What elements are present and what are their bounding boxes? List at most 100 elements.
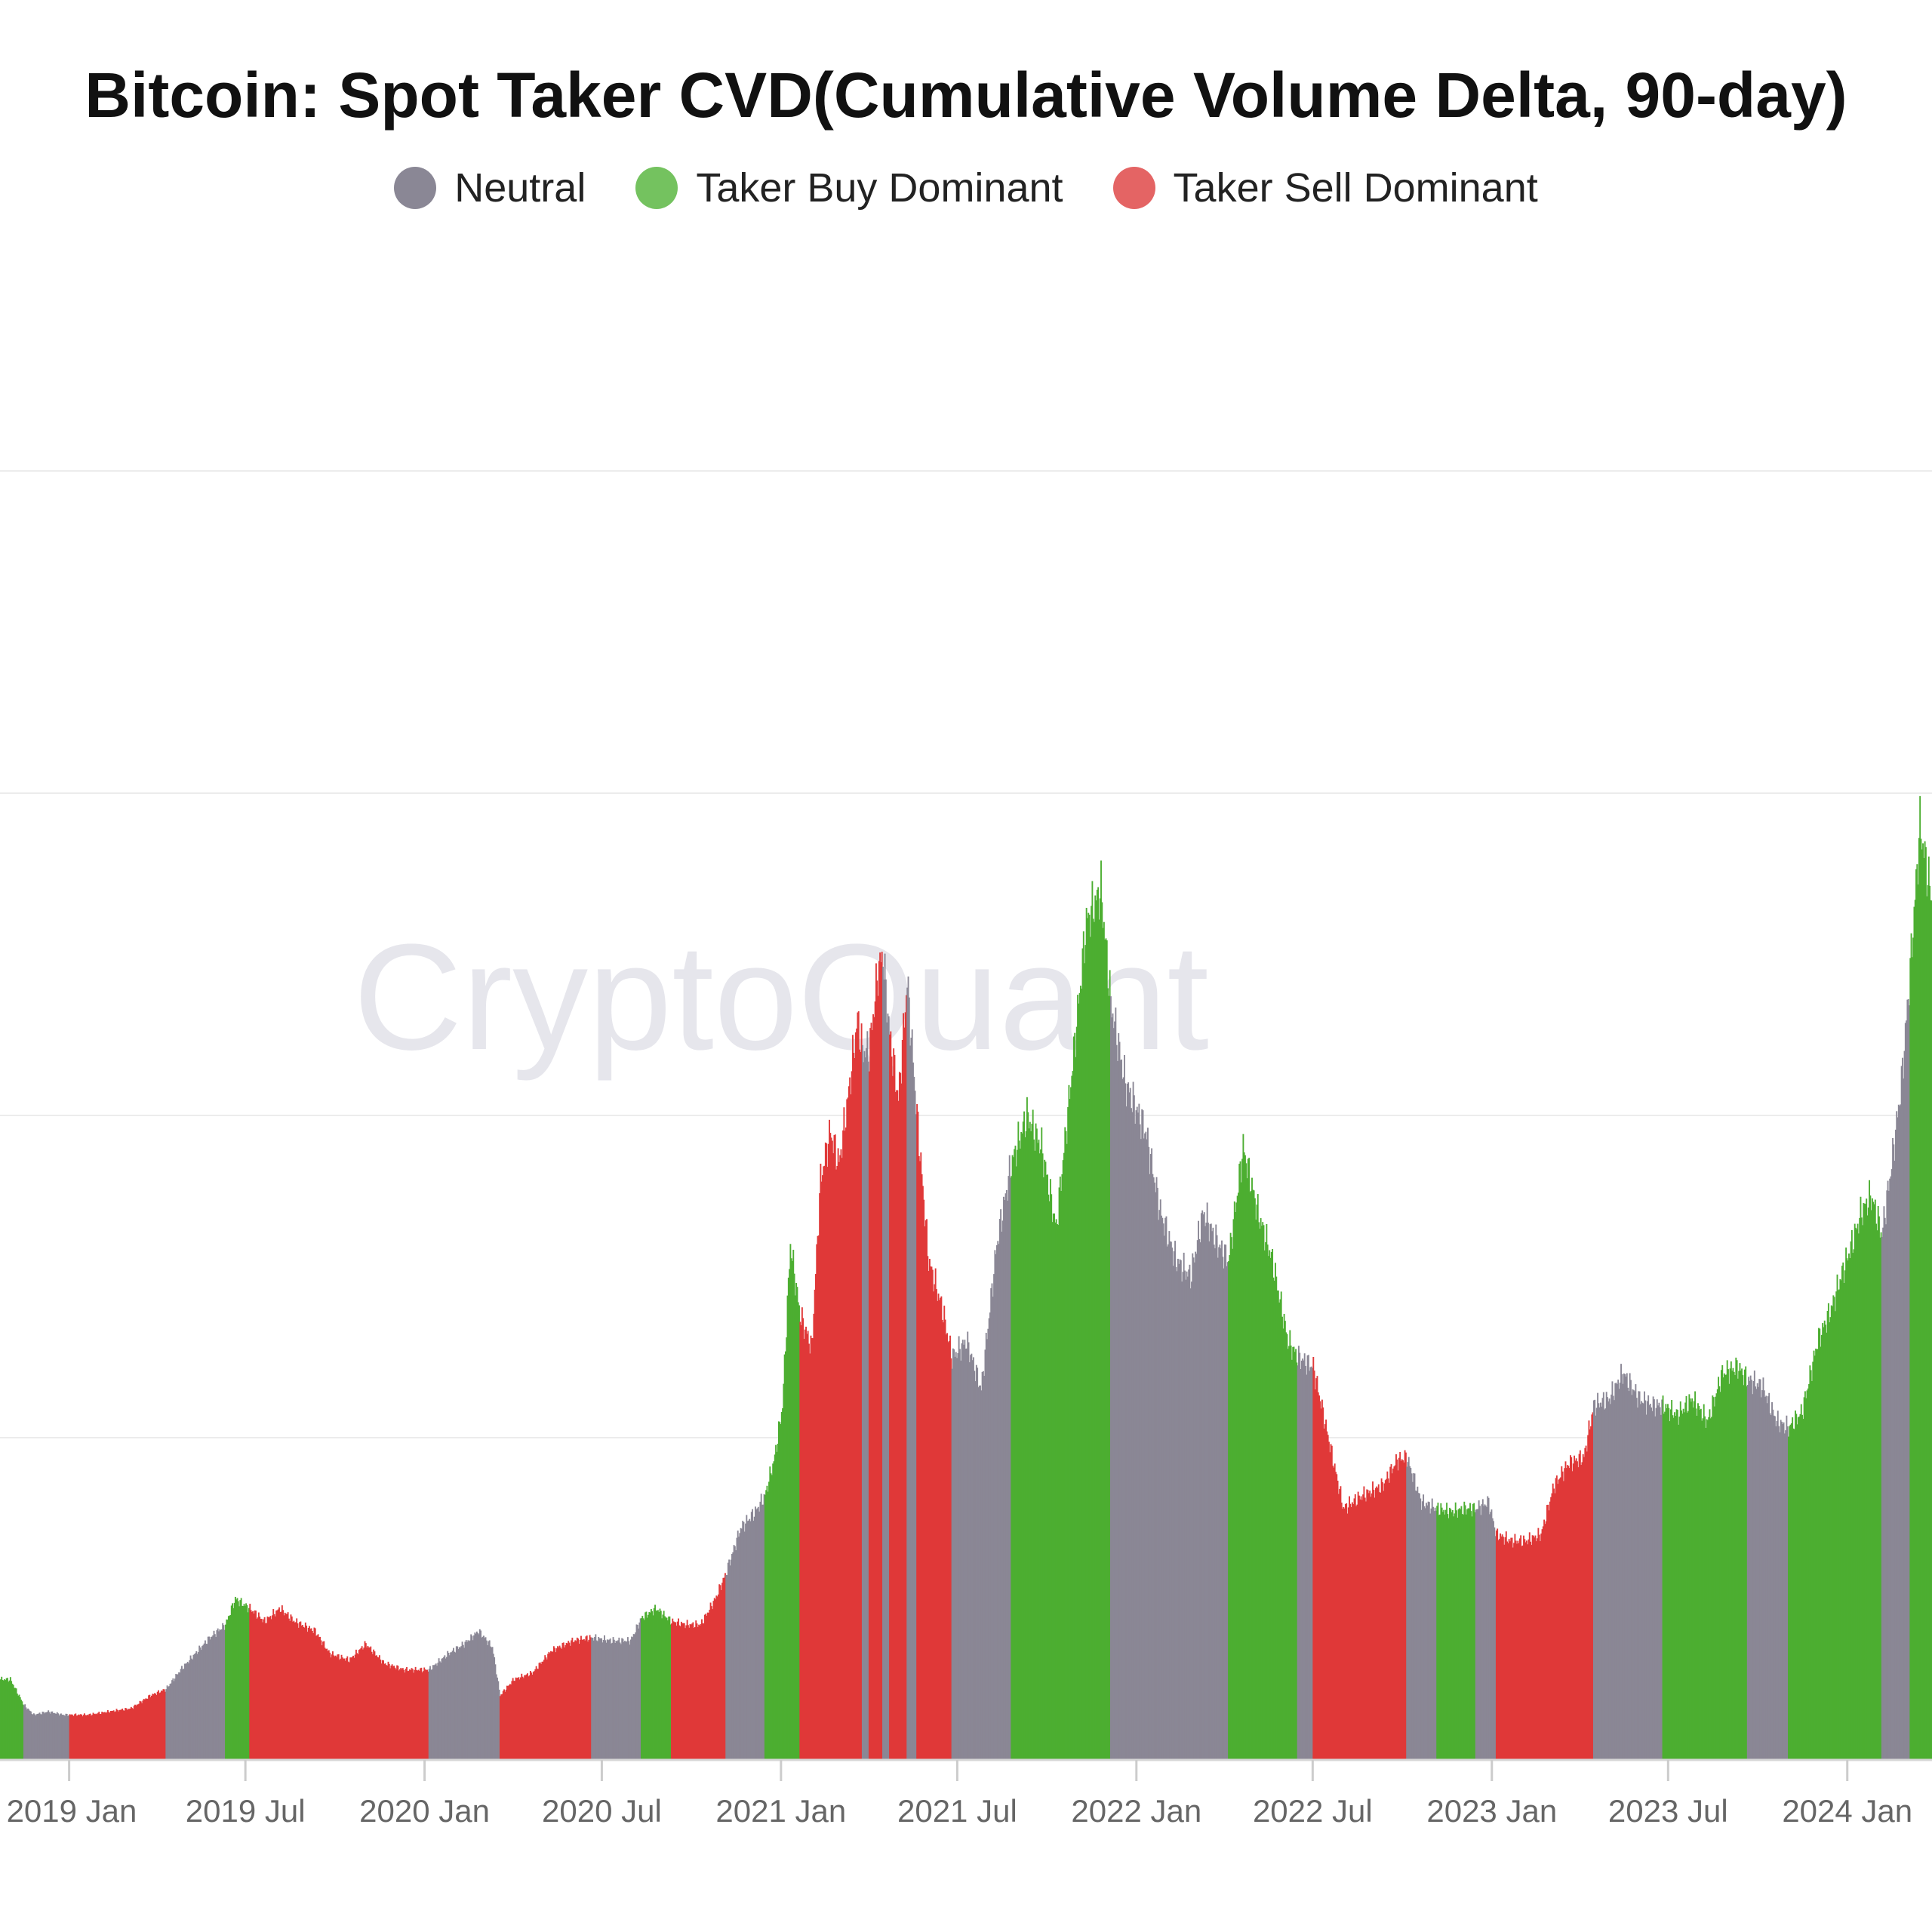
bar-sell <box>692 1622 694 1760</box>
bar-buy <box>1280 1291 1282 1760</box>
bar-buy <box>1845 1247 1847 1760</box>
bar-neutral <box>64 1715 66 1760</box>
bar-sell <box>894 1054 896 1760</box>
bar-neutral <box>605 1640 607 1760</box>
bar-neutral <box>1604 1409 1606 1760</box>
bar-neutral <box>1118 1033 1120 1760</box>
bar-neutral <box>35 1715 37 1760</box>
bar-neutral <box>1608 1398 1611 1760</box>
bar-neutral <box>951 1368 953 1760</box>
bar-neutral <box>622 1638 624 1760</box>
legend-item-neutral[interactable]: Neutral <box>394 165 586 211</box>
bar-buy <box>643 1620 645 1760</box>
bar-neutral <box>62 1714 64 1760</box>
bar-buy <box>1829 1317 1832 1760</box>
bar-buy <box>645 1611 648 1760</box>
bar-buy <box>1706 1419 1708 1760</box>
bar-neutral <box>1165 1216 1168 1760</box>
bar-neutral <box>632 1637 634 1760</box>
bar-neutral <box>757 1506 759 1760</box>
bar-neutral <box>1154 1182 1155 1760</box>
bar-sell <box>357 1654 359 1760</box>
bar-sell <box>1527 1539 1530 1760</box>
bar-neutral <box>1488 1514 1491 1760</box>
bar-sell <box>1336 1474 1338 1760</box>
bar-sell <box>949 1335 951 1760</box>
bar-buy <box>1860 1196 1862 1760</box>
bar-sell <box>577 1638 580 1760</box>
bar-sell <box>1540 1541 1541 1760</box>
bar-buy <box>1705 1427 1707 1760</box>
bar-sell <box>1321 1399 1323 1760</box>
bar-sell <box>689 1623 691 1760</box>
bar-buy <box>1797 1417 1799 1760</box>
bar-neutral <box>888 1016 890 1760</box>
bar-sell <box>400 1667 402 1760</box>
bar-neutral <box>964 1349 967 1760</box>
bar-sell <box>589 1635 591 1760</box>
bar-neutral <box>48 1710 50 1760</box>
bar-sell <box>678 1625 681 1760</box>
legend-item-taker-sell-dominant[interactable]: Taker Sell Dominant <box>1112 165 1538 211</box>
bar-neutral <box>618 1637 620 1760</box>
bar-neutral <box>1008 1155 1011 1760</box>
bar-sell <box>1363 1486 1365 1760</box>
bar-neutral <box>1904 1023 1906 1760</box>
bar-sell <box>360 1647 362 1760</box>
legend-item-taker-buy-dominant[interactable]: Taker Buy Dominant <box>635 165 1063 211</box>
bar-buy <box>777 1444 779 1760</box>
bar-sell <box>1325 1419 1327 1760</box>
bar-sell <box>1574 1460 1577 1760</box>
bar-neutral <box>1305 1365 1306 1760</box>
bar-sell <box>1337 1480 1339 1760</box>
bar-buy <box>1869 1195 1872 1760</box>
bar-neutral <box>1892 1137 1894 1760</box>
bar-sell <box>832 1153 835 1760</box>
bar-neutral <box>1598 1407 1601 1760</box>
bar-neutral <box>981 1371 983 1760</box>
bar-sell <box>724 1573 726 1760</box>
legend: Neutral Taker Buy Dominant Taker Sell Do… <box>0 165 1932 211</box>
bar-neutral <box>1155 1192 1157 1760</box>
bar-neutral <box>1620 1364 1622 1760</box>
bar-buy <box>1473 1503 1475 1760</box>
bar-buy <box>764 1494 766 1760</box>
bar-buy <box>1833 1297 1835 1760</box>
bar-neutral <box>475 1633 477 1760</box>
bar-sell <box>272 1615 273 1760</box>
bar-sell <box>122 1710 125 1760</box>
bar-buy <box>1438 1515 1440 1760</box>
bar-buy <box>1818 1327 1820 1760</box>
bar-sell <box>304 1622 306 1760</box>
bar-sell <box>1524 1542 1527 1760</box>
bar-sell <box>564 1647 565 1760</box>
bar-neutral <box>481 1637 483 1760</box>
bar-buy <box>1711 1417 1712 1760</box>
bar-sell <box>559 1647 561 1760</box>
bar-neutral <box>990 1287 992 1760</box>
bar-sell <box>94 1714 97 1760</box>
bar-neutral <box>975 1364 977 1760</box>
bar-buy <box>1439 1514 1441 1760</box>
bar-buy <box>1443 1509 1445 1760</box>
bar-buy <box>1731 1371 1734 1760</box>
bar-neutral <box>1112 1028 1115 1760</box>
bar-sell <box>937 1294 940 1760</box>
bar-sell <box>1531 1535 1534 1760</box>
bar-sell <box>558 1647 560 1760</box>
bar-buy <box>1855 1227 1857 1760</box>
bar-sell <box>414 1669 416 1760</box>
bar-sell <box>1377 1487 1379 1760</box>
bar-sell <box>420 1668 422 1760</box>
bar-neutral <box>451 1652 453 1760</box>
bar-sell <box>1367 1493 1370 1760</box>
bar-buy <box>1820 1334 1823 1760</box>
bar-sell <box>426 1669 429 1760</box>
bar-sell <box>712 1601 715 1760</box>
bar-sell <box>1558 1479 1560 1760</box>
bar-buy <box>1789 1426 1791 1760</box>
bar-neutral <box>983 1376 986 1760</box>
bar-neutral <box>1767 1396 1769 1760</box>
bar-buy <box>1840 1280 1842 1760</box>
bar-sell <box>723 1577 725 1760</box>
